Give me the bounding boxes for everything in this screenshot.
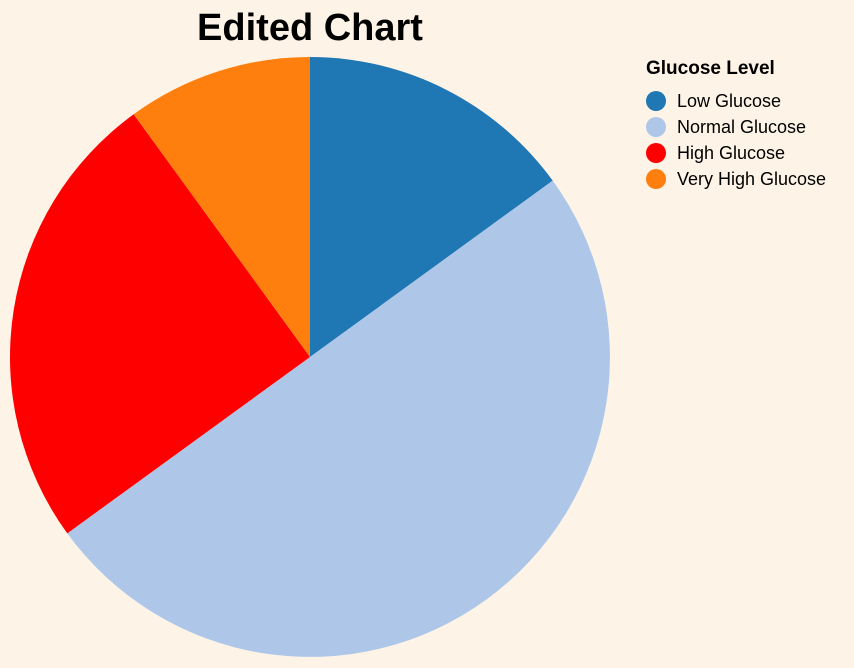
legend: Glucose Level Low Glucose Normal Glucose H… [646, 58, 852, 192]
legend-title: Glucose Level [646, 58, 775, 79]
legend-label: Normal Glucose [677, 116, 807, 137]
legend-swatch [646, 91, 666, 111]
chart-title: Edited Chart [197, 7, 423, 49]
pie-chart [9, 57, 610, 657]
legend-swatch [646, 169, 666, 189]
legend-item-normal-glucose[interactable]: Normal Glucose [646, 114, 852, 140]
legend-items: Low Glucose Normal Glucose High Glucose Ver… [646, 88, 852, 192]
pie-slice-normal-glucose[interactable] [67, 180, 610, 657]
legend-item-very-high-glucose[interactable]: Very High Glucose [646, 166, 852, 192]
pie-slices [9, 57, 610, 657]
pie-slice-low-glucose[interactable] [310, 57, 553, 357]
legend-label: Low Glucose [677, 90, 782, 111]
legend-item-high-glucose[interactable]: High Glucose [646, 140, 852, 166]
pie-slice-high-glucose[interactable] [9, 114, 310, 534]
pie-slice-very-high-glucose[interactable] [133, 57, 310, 357]
legend-swatch [646, 117, 666, 137]
legend-item-low-glucose[interactable]: Low Glucose [646, 88, 852, 114]
legend-label: High Glucose [677, 142, 786, 163]
legend-label: Very High Glucose [677, 168, 827, 189]
legend-swatch [646, 143, 666, 163]
